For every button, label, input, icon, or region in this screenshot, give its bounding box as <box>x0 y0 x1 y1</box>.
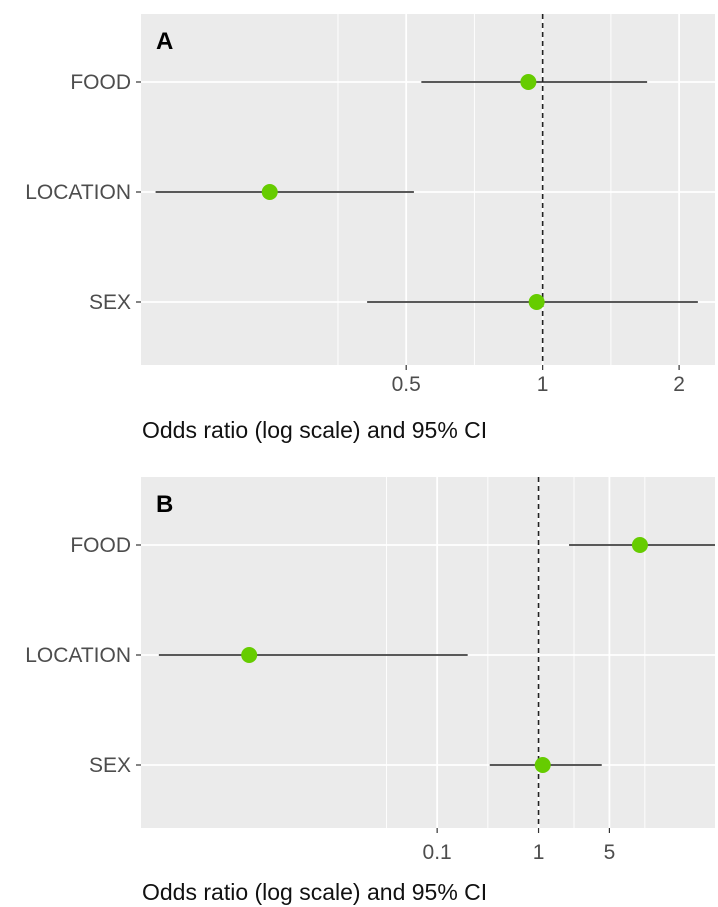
panel-b-point-location <box>241 647 258 663</box>
panel-a-point-food <box>520 74 537 90</box>
panel-b-point-sex <box>534 757 551 773</box>
panel-a-point-location <box>261 184 278 200</box>
panel-a-x-axis-title: Odds ratio (log scale) and 95% CI <box>142 417 487 443</box>
panel-a-x-tick-label: 2 <box>673 373 685 396</box>
panel-b-x-tick-label: 5 <box>604 841 616 864</box>
panel-a-background <box>141 14 715 365</box>
panel-b-y-tick-label: SEX <box>89 754 131 777</box>
panel-a: FOOD LOCATION SEX 0.5 1 2 A Odds ratio (log sca… <box>25 14 715 443</box>
panel-a-y-tick-label: SEX <box>89 291 131 314</box>
panel-a-x-tick-label: 0.5 <box>392 373 421 396</box>
panel-b-x-axis-title: Odds ratio (log scale) and 95% CI <box>142 879 487 905</box>
panel-a-tag: A <box>156 28 173 55</box>
panel-a-y-tick-label: FOOD <box>70 71 131 94</box>
panel-a-y-tick-label: LOCATION <box>25 181 131 204</box>
panel-b-x-tick-label: 0.1 <box>423 841 452 864</box>
panel-b-point-food <box>631 537 648 553</box>
panel-b-y-tick-label: FOOD <box>70 534 131 557</box>
panel-b-background <box>141 477 715 828</box>
panel-b-tag: B <box>156 491 173 518</box>
panel-b: FOOD LOCATION SEX 0.1 1 5 B Odds ratio (log sca… <box>25 477 715 905</box>
panel-a-x-tick-label: 1 <box>537 373 549 396</box>
panel-b-y-tick-label: LOCATION <box>25 644 131 667</box>
panel-a-point-sex <box>528 294 545 310</box>
panel-b-x-tick-label: 1 <box>533 841 545 864</box>
